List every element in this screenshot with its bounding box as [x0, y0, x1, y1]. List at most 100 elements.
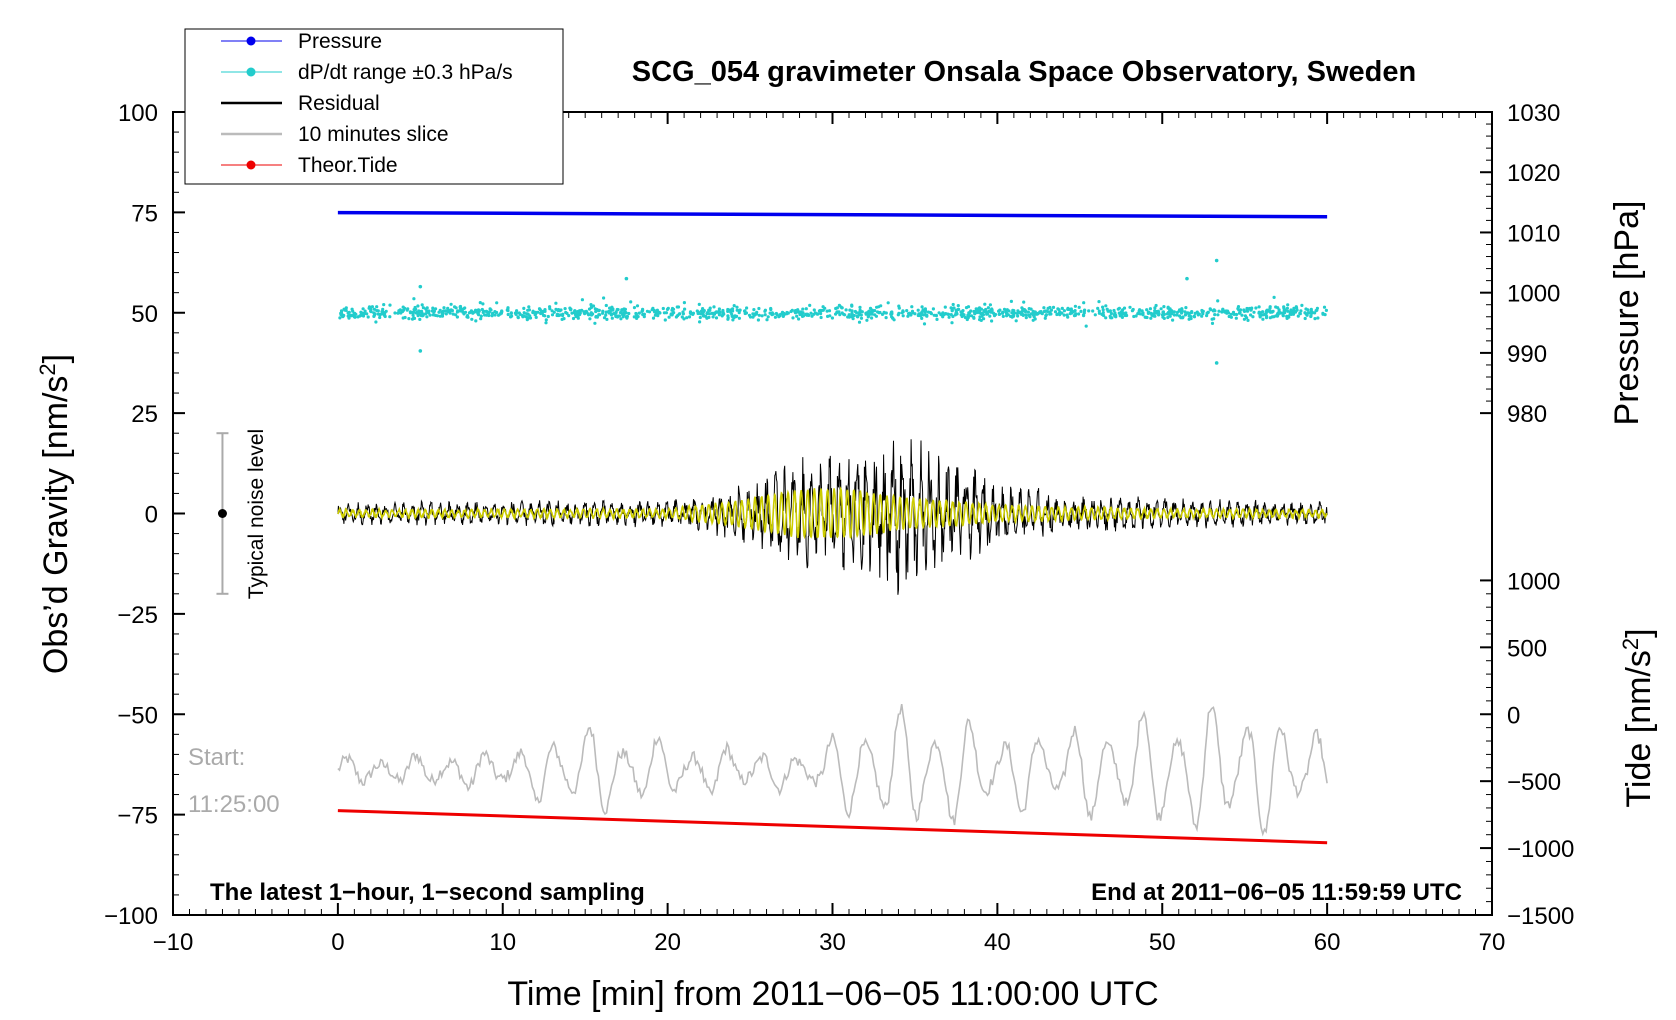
dpdt-point	[687, 315, 692, 319]
dpdt-point	[743, 309, 747, 313]
noise-level-label: Typical noise level	[245, 429, 268, 599]
dpdt-point	[1322, 305, 1327, 309]
dpdt-point	[867, 311, 872, 315]
dpdt-point	[339, 311, 344, 315]
dpdt-point	[838, 313, 842, 317]
dpdt-point	[774, 311, 779, 316]
dpdt-point	[796, 308, 800, 312]
dpdt-point	[1077, 305, 1081, 309]
dpdt-point	[943, 305, 947, 309]
dpdt-point	[1206, 311, 1210, 315]
dpdt-point	[354, 312, 358, 316]
dpdt-point	[435, 314, 440, 318]
dpdt-point	[711, 315, 715, 319]
dpdt-point	[965, 317, 969, 322]
dpdt-point	[1305, 312, 1309, 316]
dpdt-point	[1000, 311, 1005, 315]
dpdt-point	[375, 309, 379, 313]
dpdt-point	[1073, 304, 1077, 308]
dpdt-point	[756, 318, 761, 322]
dpdt-point	[726, 316, 730, 320]
dpdt-point	[531, 309, 535, 313]
dpdt-point	[1029, 307, 1033, 311]
pressure-tick-label: 1020	[1507, 160, 1560, 187]
dpdt-point	[1007, 309, 1011, 313]
dpdt-point	[682, 301, 687, 305]
dpdt-point	[351, 313, 355, 317]
dpdt-point	[1097, 300, 1101, 304]
dpdt-point	[1131, 307, 1135, 312]
dpdt-point	[807, 313, 811, 317]
dpdt-point	[920, 305, 924, 309]
dpdt-point	[351, 309, 355, 313]
dpdt-point	[1268, 306, 1272, 310]
dpdt-point	[984, 307, 988, 312]
dpdt-point	[1196, 313, 1200, 317]
dpdt-point	[665, 307, 670, 311]
dpdt-point	[421, 306, 425, 310]
dpdt-point	[695, 309, 699, 313]
dpdt-point	[550, 313, 555, 317]
dpdt-point	[594, 309, 598, 314]
dpdt-point	[1316, 316, 1320, 320]
pressure-tick-label: 1000	[1507, 281, 1560, 308]
dpdt-point	[682, 317, 686, 321]
y-axis-title: Obs’d Gravity [nm/s2]	[35, 354, 75, 674]
dpdt-point	[1236, 305, 1241, 309]
dpdt-point	[1324, 308, 1328, 312]
dpdt-point	[1261, 317, 1265, 321]
dpdt-point	[374, 320, 378, 324]
dpdt-point	[1144, 315, 1148, 319]
dpdt-point	[1044, 313, 1048, 317]
dpdt-point	[370, 305, 374, 309]
dpdt-point	[924, 309, 928, 313]
legend-label: 10 minutes slice	[298, 123, 449, 146]
dpdt-point	[826, 314, 830, 318]
dpdt-point	[698, 315, 702, 320]
dpdt-point	[1006, 313, 1010, 317]
dpdt-point	[621, 312, 625, 316]
dpdt-point	[1124, 311, 1128, 315]
dpdt-point	[731, 309, 735, 313]
dpdt-point	[1012, 311, 1017, 315]
dpdt-point	[1001, 314, 1005, 318]
dpdt-point	[1140, 309, 1144, 313]
dpdt-point	[757, 313, 761, 317]
dpdt-point	[991, 311, 995, 315]
dpdt-point	[1275, 314, 1279, 318]
y-tick-label: 75	[131, 200, 158, 227]
dpdt-point	[844, 308, 848, 312]
dpdt-point	[642, 312, 647, 316]
dpdt-point	[1238, 308, 1243, 312]
dpdt-point	[825, 309, 829, 313]
dpdt-point	[1022, 309, 1026, 313]
dpdt-point	[1156, 310, 1161, 314]
dpdt-point	[346, 314, 350, 318]
dpdt-point	[1252, 310, 1256, 314]
dpdt-point	[1015, 311, 1019, 316]
dpdt-point	[946, 312, 951, 316]
dpdt-point	[1148, 307, 1152, 311]
dpdt-point	[870, 308, 874, 312]
dpdt-point	[1183, 313, 1188, 317]
dpdt-point	[763, 308, 768, 312]
legend-swatch-dot	[246, 36, 256, 46]
dpdt-point	[1265, 314, 1269, 318]
dpdt-point	[1120, 315, 1124, 319]
dpdt-point	[372, 314, 376, 318]
dpdt-point	[801, 307, 805, 311]
dpdt-point	[367, 306, 371, 310]
dpdt-point	[1062, 309, 1066, 313]
dpdt-point	[1227, 314, 1231, 319]
dpdt-point	[546, 314, 550, 319]
dpdt-point	[738, 308, 742, 312]
dpdt-point	[543, 308, 547, 312]
footnote-right: End at 2011−06−05 11:59:59 UTC	[1091, 879, 1462, 906]
dpdt-point	[1187, 311, 1191, 315]
dpdt-point	[341, 315, 345, 319]
dpdt-point	[1060, 306, 1064, 310]
dpdt-point	[1200, 314, 1204, 318]
dpdt-point	[969, 314, 974, 318]
dpdt-point	[434, 307, 438, 311]
dpdt-point	[414, 307, 418, 311]
